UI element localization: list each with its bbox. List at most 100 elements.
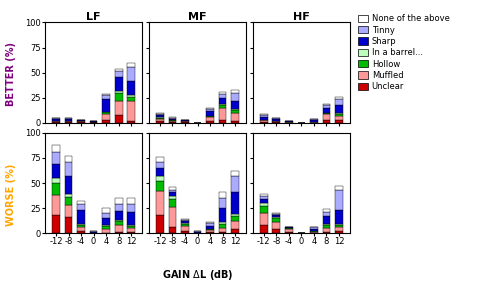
Bar (272, 217, 280, 218)
Bar (181, 226, 189, 231)
Text: WORSE (%): WORSE (%) (6, 164, 16, 226)
Bar (77, 225, 85, 227)
Bar (114, 221, 122, 225)
Bar (322, 108, 330, 113)
Bar (272, 122, 280, 123)
Bar (102, 229, 110, 233)
Bar (77, 204, 85, 210)
Bar (335, 114, 343, 116)
Bar (64, 176, 72, 194)
Bar (114, 101, 122, 115)
Bar (181, 224, 189, 226)
Bar (231, 93, 239, 101)
Bar (168, 120, 176, 121)
Bar (218, 105, 226, 108)
Bar (310, 122, 318, 123)
Bar (335, 225, 343, 227)
Bar (285, 227, 293, 228)
Bar (335, 227, 343, 231)
Bar (322, 209, 330, 212)
Bar (156, 113, 164, 114)
Bar (231, 221, 239, 229)
Bar (114, 115, 122, 123)
Bar (218, 222, 226, 224)
Bar (260, 122, 268, 123)
Bar (128, 67, 135, 81)
Bar (310, 227, 318, 229)
Bar (206, 108, 214, 109)
Bar (335, 120, 343, 123)
Bar (114, 211, 122, 220)
Bar (335, 97, 343, 99)
Bar (231, 192, 239, 214)
Bar (322, 120, 330, 123)
Bar (272, 218, 280, 222)
Bar (128, 198, 135, 204)
Bar (114, 225, 122, 232)
Bar (206, 109, 214, 111)
Bar (206, 117, 214, 121)
Bar (156, 121, 164, 123)
Bar (181, 122, 189, 123)
Bar (52, 164, 60, 178)
Bar (260, 203, 268, 206)
Bar (128, 95, 135, 97)
Bar (156, 157, 164, 162)
Bar (260, 117, 268, 120)
Bar (102, 218, 110, 225)
Bar (260, 120, 268, 122)
Bar (64, 162, 72, 176)
Bar (181, 120, 189, 121)
Bar (102, 225, 110, 226)
Bar (168, 119, 176, 120)
Bar (156, 117, 164, 118)
Bar (114, 198, 122, 204)
Bar (52, 183, 60, 195)
Bar (335, 116, 343, 120)
Bar (90, 232, 98, 233)
Bar (335, 105, 343, 113)
Bar (231, 176, 239, 192)
Bar (77, 122, 85, 123)
Bar (285, 122, 293, 123)
Bar (77, 231, 85, 233)
Bar (128, 212, 135, 225)
Bar (102, 114, 110, 120)
Bar (181, 220, 189, 221)
Bar (285, 232, 293, 233)
Bar (90, 231, 98, 232)
Bar (52, 195, 60, 215)
Bar (272, 214, 280, 215)
Bar (218, 120, 226, 123)
Bar (260, 196, 268, 199)
Bar (168, 207, 176, 227)
Bar (156, 191, 164, 215)
Bar (260, 199, 268, 203)
Bar (52, 215, 60, 233)
Bar (52, 118, 60, 119)
Bar (322, 104, 330, 105)
Bar (310, 231, 318, 232)
Bar (260, 206, 268, 213)
Bar (218, 98, 226, 104)
Bar (64, 197, 72, 205)
Bar (156, 114, 164, 115)
Bar (102, 94, 110, 95)
Bar (206, 230, 214, 232)
Bar (128, 97, 135, 101)
Bar (272, 119, 280, 121)
Bar (181, 223, 189, 224)
Bar (310, 229, 318, 231)
Bar (206, 232, 214, 233)
Bar (335, 210, 343, 224)
Bar (194, 231, 202, 232)
Bar (156, 162, 164, 168)
Bar (90, 121, 98, 122)
Bar (322, 228, 330, 232)
Bar (206, 222, 214, 223)
Bar (218, 232, 226, 233)
Bar (90, 122, 98, 123)
Bar (231, 110, 239, 113)
Bar (77, 120, 85, 121)
Bar (322, 212, 330, 216)
